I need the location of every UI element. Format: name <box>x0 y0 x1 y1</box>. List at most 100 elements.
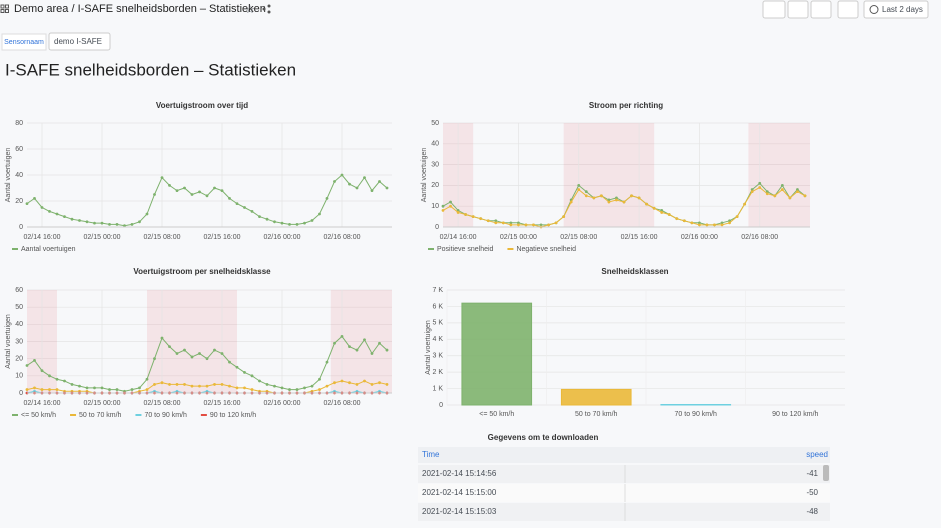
data-point <box>273 220 276 223</box>
y-tick-label: 2 K <box>432 369 443 376</box>
data-point <box>48 374 51 377</box>
data-point <box>288 388 291 391</box>
data-point <box>326 361 329 364</box>
data-point <box>751 190 754 193</box>
legend-label: 50 to 70 km/h <box>79 412 122 419</box>
data-point <box>796 190 799 193</box>
data-point <box>341 174 344 177</box>
bar <box>462 303 532 405</box>
y-tick-label: 40 <box>15 172 23 179</box>
data-point <box>378 180 381 183</box>
data-point <box>303 222 306 225</box>
data-point <box>176 189 179 192</box>
y-tick-label: 0 <box>19 390 23 397</box>
data-point <box>108 388 111 391</box>
time-region <box>748 123 810 227</box>
x-tick-label: 02/16 08:00 <box>324 234 361 241</box>
data-point <box>93 386 96 389</box>
time-range[interactable]: Last 2 days <box>882 5 923 14</box>
data-point <box>378 342 381 345</box>
data-point <box>146 213 149 216</box>
data-point <box>442 205 445 208</box>
data-point <box>221 383 224 386</box>
data-point <box>600 194 603 197</box>
data-point <box>273 385 276 388</box>
data-point <box>773 194 776 197</box>
data-point <box>728 221 731 224</box>
save-button[interactable] <box>788 1 808 18</box>
data-point <box>668 213 671 216</box>
breadcrumb[interactable]: Demo area / I-SAFE snelheidsborden – Sta… <box>14 3 266 15</box>
data-point <box>615 199 618 202</box>
data-point <box>296 223 299 226</box>
x-tick-label: 50 to 70 km/h <box>575 411 618 418</box>
settings-button[interactable] <box>811 1 831 18</box>
data-point <box>243 371 246 374</box>
x-tick-label: 02/15 08:00 <box>144 234 181 241</box>
data-point <box>570 201 573 204</box>
data-point <box>176 383 179 386</box>
legend-label: <= 50 km/h <box>21 412 56 419</box>
data-point <box>736 215 739 218</box>
data-point <box>206 357 209 360</box>
variable-value[interactable]: demo I-SAFE <box>54 37 102 46</box>
data-point <box>585 194 588 197</box>
data-point <box>547 224 550 227</box>
data-point <box>457 211 460 214</box>
y-tick-label: 20 <box>15 356 23 363</box>
panel-title: Snelheidsklassen <box>601 267 668 276</box>
data-point <box>236 202 239 205</box>
y-tick-label: 5 K <box>432 320 443 327</box>
data-point <box>371 352 374 355</box>
data-point <box>138 386 141 389</box>
data-point <box>318 388 321 391</box>
x-tick-label: 90 to 120 km/h <box>772 411 818 418</box>
data-point <box>494 221 497 224</box>
data-point <box>221 189 224 192</box>
data-point <box>153 193 156 196</box>
data-point <box>781 188 784 191</box>
y-tick-label: 10 <box>431 203 439 210</box>
x-tick-label: 02/15 16:00 <box>204 400 241 407</box>
data-point <box>206 194 209 197</box>
legend-label: 90 to 120 km/h <box>210 412 256 419</box>
data-point <box>56 378 59 381</box>
column-header: speed <box>806 450 828 459</box>
star-icon[interactable]: ☆ <box>245 4 255 16</box>
data-point <box>56 388 59 391</box>
data-point <box>698 224 701 227</box>
data-point <box>161 176 164 179</box>
x-tick-label: 02/15 16:00 <box>204 234 241 241</box>
data-point <box>706 224 709 227</box>
x-tick-label: 02/15 00:00 <box>84 234 121 241</box>
data-point <box>743 203 746 206</box>
data-point <box>266 218 269 221</box>
data-point <box>311 385 314 388</box>
legend-label: Aantal voertuigen <box>21 246 76 253</box>
y-tick-label: 40 <box>431 141 439 148</box>
data-point <box>333 180 336 183</box>
data-point <box>41 369 44 372</box>
data-point <box>318 378 321 381</box>
y-tick-label: 7 K <box>432 287 443 294</box>
panel-title: Voertuigstroom per snelheidsklasse <box>133 267 271 276</box>
data-point <box>131 388 134 391</box>
time-region <box>564 123 654 227</box>
view-mode-button[interactable] <box>838 1 858 18</box>
data-point <box>26 364 29 367</box>
data-point <box>638 196 641 199</box>
data-point <box>48 210 51 213</box>
data-point <box>33 197 36 200</box>
data-point <box>630 194 633 197</box>
y-tick-label: 50 <box>15 304 23 311</box>
add-panel-button[interactable] <box>763 1 785 18</box>
data-point <box>509 224 512 227</box>
data-point <box>266 383 269 386</box>
x-tick-label: 02/15 08:00 <box>144 400 181 407</box>
y-tick-label: 20 <box>15 198 23 205</box>
x-tick-label: 02/16 00:00 <box>264 400 301 407</box>
data-point <box>71 383 74 386</box>
y-tick-label: 4 K <box>432 336 443 343</box>
data-point <box>93 222 96 225</box>
